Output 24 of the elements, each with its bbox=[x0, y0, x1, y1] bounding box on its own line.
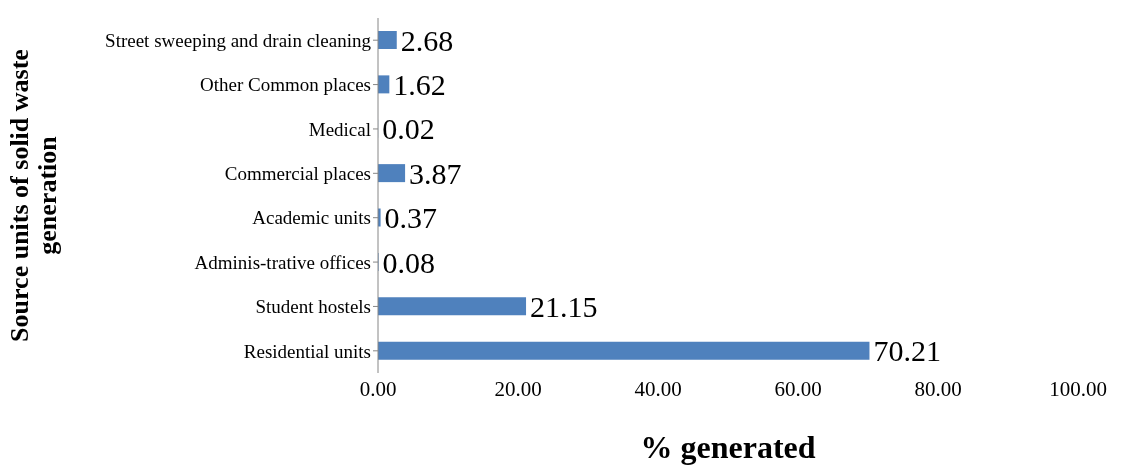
data-label: 3.87 bbox=[409, 156, 462, 190]
y-tick-label: Residential units bbox=[243, 340, 371, 362]
y-tick-label: Medical bbox=[308, 118, 371, 140]
y-tick-label: Academic units bbox=[252, 207, 371, 229]
data-label: 1.62 bbox=[393, 68, 446, 102]
data-label: 0.08 bbox=[382, 245, 436, 279]
x-tick-label: 40.00 bbox=[634, 376, 682, 401]
data-label: 0.02 bbox=[382, 112, 435, 146]
data-label: 0.37 bbox=[384, 201, 438, 235]
y-tick-label: Street sweeping and drain cleaning bbox=[105, 29, 372, 51]
x-tick-label: 60.00 bbox=[774, 376, 822, 401]
data-label: 2.68 bbox=[400, 23, 454, 57]
y-axis-title: Source units of solid waste generation bbox=[5, 49, 62, 342]
x-axis-title: % generated bbox=[640, 429, 816, 465]
y-tick-label: Student hostels bbox=[255, 296, 371, 318]
data-label: 21.15 bbox=[530, 289, 598, 323]
y-tick-label: Other Common places bbox=[200, 74, 371, 96]
data-label: 70.21 bbox=[873, 334, 941, 368]
x-tick-label: 20.00 bbox=[494, 376, 542, 401]
x-tick-label: 80.00 bbox=[914, 376, 962, 401]
y-tick-label: Adminis-trative offices bbox=[194, 251, 371, 273]
x-tick-label: 0.00 bbox=[359, 376, 397, 401]
y-tick-label: Commercial places bbox=[224, 163, 371, 185]
x-tick-label: 100.00 bbox=[1049, 376, 1107, 401]
